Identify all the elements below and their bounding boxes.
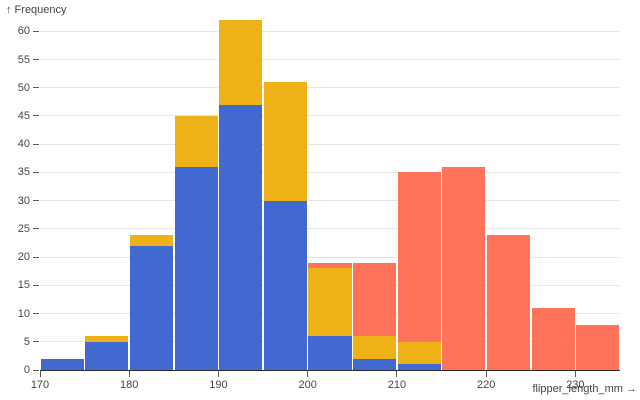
y-gridline bbox=[40, 115, 620, 117]
x-axis-line bbox=[40, 370, 620, 371]
bar-segment-red bbox=[397, 172, 441, 342]
bar-segment-red bbox=[353, 262, 397, 337]
bar-segment-orange bbox=[397, 341, 441, 365]
y-tick-label: 20 bbox=[17, 251, 30, 264]
x-tick-mark bbox=[485, 371, 487, 377]
y-gridline bbox=[40, 59, 620, 61]
y-tick-label: 40 bbox=[17, 138, 30, 151]
x-tick-mark bbox=[574, 371, 576, 377]
x-tick-label: 180 bbox=[120, 379, 139, 391]
y-tick-mark bbox=[33, 143, 39, 145]
y-tick-mark bbox=[33, 341, 39, 343]
y-tick-label: 60 bbox=[17, 25, 30, 38]
bar-segment-red bbox=[576, 324, 620, 370]
y-tick-mark bbox=[33, 284, 39, 286]
y-tick-mark bbox=[33, 59, 39, 61]
bar-segment-orange bbox=[85, 336, 129, 342]
y-tick-label: 25 bbox=[17, 222, 30, 235]
bar-segment-red bbox=[308, 262, 352, 269]
y-tick-label: 55 bbox=[17, 53, 30, 66]
x-tick-label: 190 bbox=[209, 379, 228, 391]
y-axis-title: ↑ Frequency bbox=[6, 4, 67, 16]
y-tick-label: 5 bbox=[23, 335, 30, 348]
x-tick-label: 220 bbox=[476, 379, 496, 391]
bar-segment-orange bbox=[129, 234, 174, 246]
y-tick-mark bbox=[33, 200, 39, 202]
y-gridline bbox=[40, 200, 620, 202]
y-gridline bbox=[40, 143, 620, 145]
bar-segment-orange bbox=[219, 20, 263, 105]
y-tick-mark bbox=[33, 115, 39, 117]
bar-segment-orange bbox=[174, 115, 218, 167]
y-tick-label: 45 bbox=[17, 109, 30, 122]
x-tick-mark bbox=[217, 371, 219, 377]
x-tick-label: 230 bbox=[566, 379, 585, 391]
y-tick-mark bbox=[33, 87, 39, 89]
bar-segment-orange bbox=[263, 82, 307, 201]
x-tick-label: 170 bbox=[30, 379, 50, 391]
y-tick-label: 15 bbox=[17, 279, 30, 292]
y-gridline bbox=[40, 87, 620, 89]
x-tick-mark bbox=[39, 371, 41, 377]
bar-segment-red bbox=[486, 234, 530, 370]
bar-segment-blue bbox=[40, 358, 84, 370]
y-gridline bbox=[40, 30, 620, 32]
x-tick-mark bbox=[396, 371, 398, 377]
y-gridline bbox=[40, 256, 620, 258]
y-gridline bbox=[40, 228, 620, 230]
bar-segment-red bbox=[531, 307, 575, 370]
bar-segment-blue bbox=[85, 341, 129, 370]
x-tick-mark bbox=[307, 371, 309, 377]
y-tick-label: 35 bbox=[17, 166, 30, 179]
bar-segment-blue bbox=[308, 336, 352, 370]
y-tick-mark bbox=[33, 171, 39, 173]
bar-segment-orange bbox=[353, 336, 397, 359]
bar-segment-orange bbox=[308, 268, 352, 337]
y-tick-mark bbox=[33, 369, 39, 371]
y-tick-mark bbox=[33, 313, 39, 315]
y-tick-label: 10 bbox=[17, 307, 30, 320]
y-tick-label: 30 bbox=[17, 194, 30, 207]
bar-segment-blue bbox=[219, 104, 263, 370]
x-tick-label: 210 bbox=[387, 379, 407, 391]
x-tick-mark bbox=[128, 371, 130, 377]
y-tick-mark bbox=[33, 30, 39, 32]
bar-segment-blue bbox=[129, 245, 174, 370]
y-gridline bbox=[40, 171, 620, 173]
bar-segment-blue bbox=[263, 200, 307, 370]
y-tick-mark bbox=[33, 256, 39, 258]
y-tick-label: 50 bbox=[17, 81, 30, 94]
y-tick-mark bbox=[33, 228, 39, 230]
y-tick-label: 0 bbox=[23, 364, 30, 376]
x-axis-title: flipper_length_mm → bbox=[532, 383, 637, 395]
x-tick-label: 200 bbox=[298, 379, 317, 391]
bar-segment-blue bbox=[397, 364, 441, 370]
bar-segment-blue bbox=[353, 358, 397, 370]
bar-segment-blue bbox=[174, 166, 218, 370]
bar-segment-red bbox=[442, 166, 486, 370]
